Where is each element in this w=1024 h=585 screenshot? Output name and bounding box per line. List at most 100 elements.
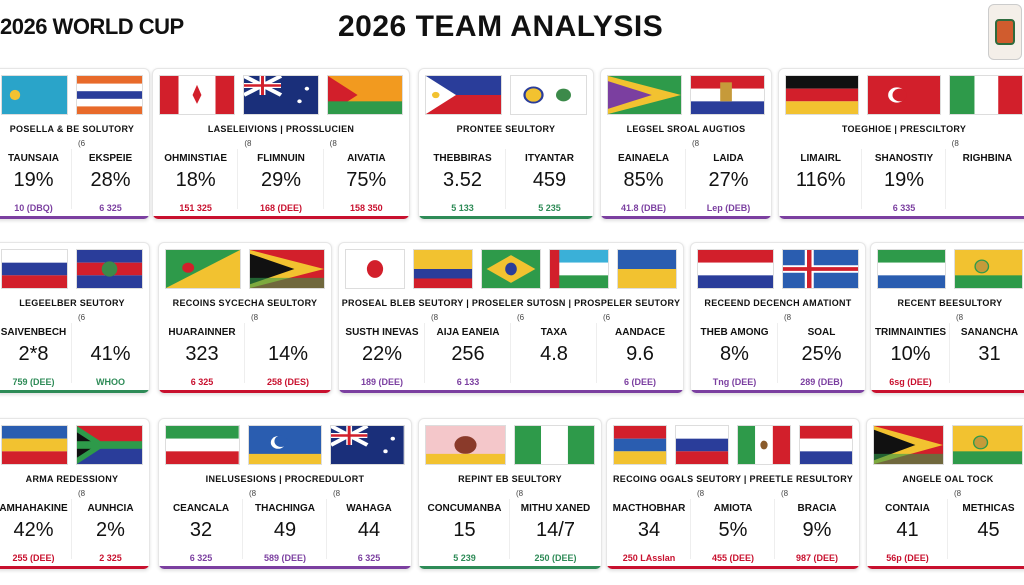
column-divider	[944, 149, 946, 209]
stat-column: (6 EKSPEIE 28% 6 325	[72, 139, 149, 213]
stat-label: BRACIA	[797, 503, 837, 514]
card-accent-bar	[0, 566, 149, 569]
stat-value: 25%	[801, 343, 842, 365]
stat-tick: (8	[692, 139, 700, 148]
stat-label: SHANOSTIY	[874, 153, 934, 164]
stat-tick: (8	[329, 139, 337, 148]
stat-label: AMHAHAKINE	[0, 503, 68, 514]
stat-label: CONTAIA	[885, 503, 930, 514]
stat-label: METHICAS	[962, 503, 1015, 514]
stat-value: 32	[189, 519, 213, 541]
stat-column: SHANOSTIY 19% 6 335	[862, 139, 946, 213]
flag-row	[607, 425, 859, 465]
flag-icon	[159, 75, 235, 115]
flag-icon	[413, 249, 473, 289]
card-accent-bar	[0, 216, 149, 219]
stat-value: 28%	[90, 169, 131, 191]
stat-column: (6 TAXA 4.8	[511, 313, 597, 387]
stat-tick: (8	[249, 489, 257, 498]
team-card[interactable]: RECENT BEESULTORY TRIMNAINTIES 10% 6sg (DEE…	[870, 242, 1024, 394]
stat-column: (8 BRACIA 9% 987 (DEE)	[775, 489, 859, 563]
team-card[interactable]: LASELEIVIONS | PROSSLUCIEN OHMINSTIAE 18% 1…	[152, 68, 410, 220]
team-card[interactable]: RECOINS SYCECHA SEULTORY HUARAINNER 323 6 3…	[158, 242, 332, 394]
stat-value: 19%	[883, 169, 924, 191]
stat-value: 2*8	[18, 343, 49, 365]
flag-icon	[549, 249, 609, 289]
stat-footer: 56p (DEE)	[886, 553, 929, 563]
card-heading: INELUSESIONS | PROCREDULORT	[205, 474, 365, 484]
stat-footer: 250 LAsslan	[622, 553, 676, 563]
team-card[interactable]: POSELLA & BE SOLUTORY TAUNSAIA 19% 10 (DBQ)…	[0, 68, 150, 220]
stat-value: 19%	[13, 169, 54, 191]
stat-column: ITYANTAR 459 5 235	[506, 139, 593, 213]
stat-column: AMHAHAKINE 42% 255 (DEE)	[0, 489, 72, 563]
page-title: 2026 TEAM ANALYSIS	[338, 10, 664, 43]
column-divider	[510, 323, 511, 383]
stat-value: 45	[977, 519, 1000, 541]
card-accent-bar	[419, 216, 593, 219]
stat-value: 323	[185, 343, 219, 365]
column-divider	[424, 323, 425, 383]
stat-value: 8%	[720, 343, 749, 365]
stat-footer: 189 (DEE)	[360, 377, 404, 387]
flag-row	[419, 425, 601, 465]
flag-icon	[949, 75, 1023, 115]
flag-icon	[690, 75, 765, 115]
stat-label: SOAL	[807, 327, 836, 338]
stat-column: (8 AMIOTA 5% 455 (DEE)	[691, 489, 775, 563]
stat-column: (8 AUNHCIA 2% 2 325	[72, 489, 149, 563]
card-heading: LEGSEL SROAL AUGTIOS	[626, 124, 746, 134]
team-card[interactable]: ANGELE OAL TOCK CONTAIA 41 56p (DEE) (8 METHI…	[866, 418, 1024, 570]
column-divider	[71, 323, 72, 383]
column-divider	[861, 149, 863, 209]
flag-icon	[782, 249, 859, 289]
stat-label: HUARAINNER	[168, 327, 236, 338]
card-heading: REPINT EB SEULTORY	[458, 474, 562, 484]
card-accent-bar	[867, 566, 1024, 569]
team-card[interactable]: RECOING OGALS SEUTORY | PREETLE RESULTOR…	[606, 418, 860, 570]
team-card[interactable]: LEGEELBER SEUTORY SAIVENBECH 2*8 759 (DEE) (…	[0, 242, 150, 394]
team-card[interactable]: PROSEAL BLEB SEUTORY | PROSELER SUTOSN |…	[338, 242, 684, 394]
stat-value: 3.52	[443, 169, 482, 191]
flag-icon	[345, 249, 405, 289]
card-heading: PROSEAL BLEB SEUTORY | PROSELER SUTOSN |…	[341, 298, 681, 308]
column-divider	[505, 149, 506, 209]
flag-icon	[799, 425, 853, 465]
stat-label: MITHU XANED	[520, 503, 591, 514]
emblem-badge[interactable]	[988, 4, 1022, 60]
stat-value: 9.6	[626, 343, 654, 365]
flag-icon	[785, 75, 859, 115]
column-divider	[71, 149, 72, 209]
card-heading: ARMA REDESSIONY	[25, 474, 119, 484]
stat-value: 116%	[795, 169, 846, 191]
flag-icon	[76, 249, 143, 289]
card-heading: RECOING OGALS SEUTORY | PREETLE RESULTOR…	[612, 474, 853, 484]
team-card[interactable]: INELUSESIONS | PROCREDULORT CEANCALA 32 6 3…	[158, 418, 412, 570]
stat-value: 459	[532, 169, 567, 191]
team-card[interactable]: PRONTEE SEULTORY THEBBIRAS 3.52 5 133 ITYANT…	[418, 68, 594, 220]
flag-icon	[607, 75, 682, 115]
stat-column: MACTHOBHAR 34 250 LAsslan	[607, 489, 691, 563]
team-card[interactable]: LEGSEL SROAL AUGTIOS EAINAELA 85% 41.8 (DBE…	[600, 68, 772, 220]
flag-icon	[873, 425, 944, 465]
stat-label: AIJA EANEIA	[436, 327, 500, 338]
team-card[interactable]: RECEEND DECENCH AMATIONT THEB AMONG 8% Tng …	[690, 242, 866, 394]
team-card[interactable]: REPINT EB SEULTORY CONCUMANBA 15 5 239 (8 MIT…	[418, 418, 602, 570]
card-heading: RECEEND DECENCH AMATIONT	[704, 298, 852, 308]
team-card[interactable]: TOEGHIOE | PRESCILTORY LIMAIRL 116% SHANOST…	[778, 68, 1024, 220]
card-accent-bar	[0, 390, 149, 393]
stat-value: 41%	[90, 343, 131, 365]
top-left-title: 2026 WORLD CUP	[0, 14, 184, 39]
stat-label: SUSTH INEVAS	[345, 327, 419, 338]
stat-value: 49	[273, 519, 297, 541]
stat-column: (8 14% 258 (DES)	[245, 313, 331, 387]
stat-column: CONTAIA 41 56p (DEE)	[867, 489, 948, 563]
team-card[interactable]: ARMA REDESSIONY AMHAHAKINE 42% 255 (DEE) (8 A…	[0, 418, 150, 570]
stat-value: 256	[451, 343, 485, 365]
stat-tick: (8	[244, 139, 252, 148]
flag-icon	[675, 425, 729, 465]
stat-column: LIMAIRL 116%	[779, 139, 863, 213]
column-divider	[322, 149, 324, 209]
card-heading: ANGELE OAL TOCK	[902, 474, 994, 484]
stat-value: 9%	[802, 519, 832, 541]
